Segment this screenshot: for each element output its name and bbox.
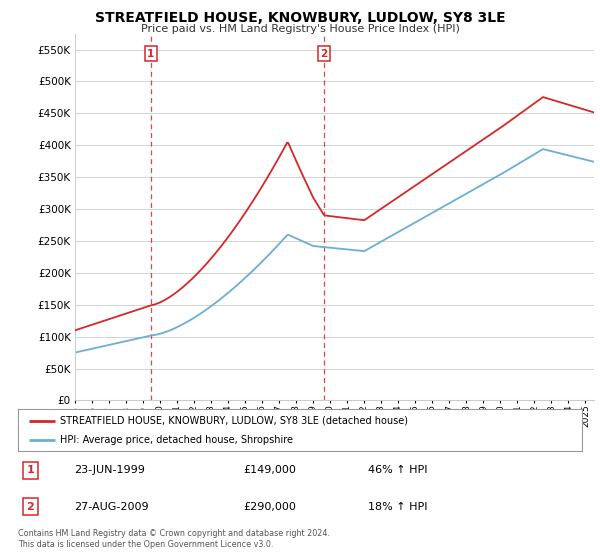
Text: 2: 2 bbox=[26, 502, 34, 512]
Text: 2: 2 bbox=[320, 49, 328, 59]
Text: 27-AUG-2009: 27-AUG-2009 bbox=[74, 502, 149, 512]
Text: 18% ↑ HPI: 18% ↑ HPI bbox=[368, 502, 427, 512]
Text: 1: 1 bbox=[26, 465, 34, 475]
Text: STREATFIELD HOUSE, KNOWBURY, LUDLOW, SY8 3LE: STREATFIELD HOUSE, KNOWBURY, LUDLOW, SY8… bbox=[95, 11, 505, 25]
Text: 23-JUN-1999: 23-JUN-1999 bbox=[74, 465, 145, 475]
Text: Price paid vs. HM Land Registry's House Price Index (HPI): Price paid vs. HM Land Registry's House … bbox=[140, 24, 460, 34]
Text: 46% ↑ HPI: 46% ↑ HPI bbox=[368, 465, 427, 475]
Text: 1: 1 bbox=[147, 49, 154, 59]
Text: £290,000: £290,000 bbox=[244, 502, 296, 512]
Text: £149,000: £149,000 bbox=[244, 465, 296, 475]
Text: STREATFIELD HOUSE, KNOWBURY, LUDLOW, SY8 3LE (detached house): STREATFIELD HOUSE, KNOWBURY, LUDLOW, SY8… bbox=[60, 416, 409, 426]
Text: HPI: Average price, detached house, Shropshire: HPI: Average price, detached house, Shro… bbox=[60, 435, 293, 445]
Text: Contains HM Land Registry data © Crown copyright and database right 2024.
This d: Contains HM Land Registry data © Crown c… bbox=[18, 529, 330, 549]
